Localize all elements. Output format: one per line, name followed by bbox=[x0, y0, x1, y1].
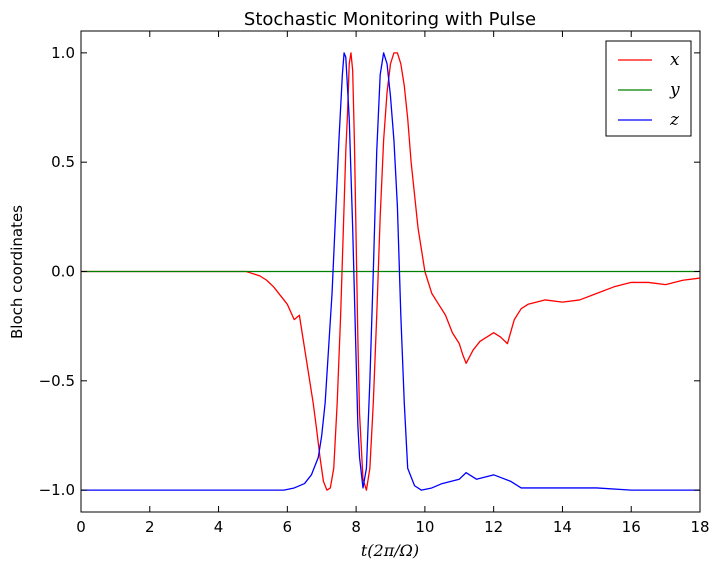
series-layer bbox=[81, 52, 701, 491]
legend: xyz bbox=[605, 40, 692, 137]
y-tick-label: 0.0 bbox=[51, 263, 75, 281]
plot-area bbox=[80, 30, 701, 513]
y-tick-label: 1.0 bbox=[51, 44, 75, 62]
x-tick-label: 4 bbox=[214, 518, 224, 536]
y-tick-label: −1.0 bbox=[39, 481, 75, 499]
legend-label-x: x bbox=[670, 50, 680, 70]
x-tick-label: 16 bbox=[622, 518, 641, 536]
x-tick-label: 2 bbox=[145, 518, 155, 536]
x-axis-label: t(2π/Ω) bbox=[361, 541, 419, 560]
y-axis: −1.0 −0.5 0.0 0.5 1.0 bbox=[39, 44, 700, 499]
chart-title: Stochastic Monitoring with Pulse bbox=[244, 9, 536, 30]
x-tick-label: 0 bbox=[76, 518, 86, 536]
x-tick-label: 6 bbox=[283, 518, 293, 536]
x-tick-label: 8 bbox=[351, 518, 361, 536]
series-line-z bbox=[81, 52, 700, 491]
y-tick-label: 0.5 bbox=[51, 153, 75, 171]
x-tick-label: 10 bbox=[415, 518, 434, 536]
legend-label-z: z bbox=[669, 110, 680, 130]
x-tick-label: 12 bbox=[484, 518, 503, 536]
x-tick-label: 14 bbox=[553, 518, 572, 536]
x-tick-label: 18 bbox=[690, 518, 709, 536]
y-tick-label: −0.5 bbox=[39, 372, 75, 390]
series-line-x bbox=[81, 52, 701, 491]
y-axis-label: Bloch coordinates bbox=[8, 205, 26, 339]
legend-label-y: y bbox=[669, 80, 680, 100]
x-axis: 0 2 4 6 8 10 12 14 16 18 bbox=[76, 31, 710, 536]
